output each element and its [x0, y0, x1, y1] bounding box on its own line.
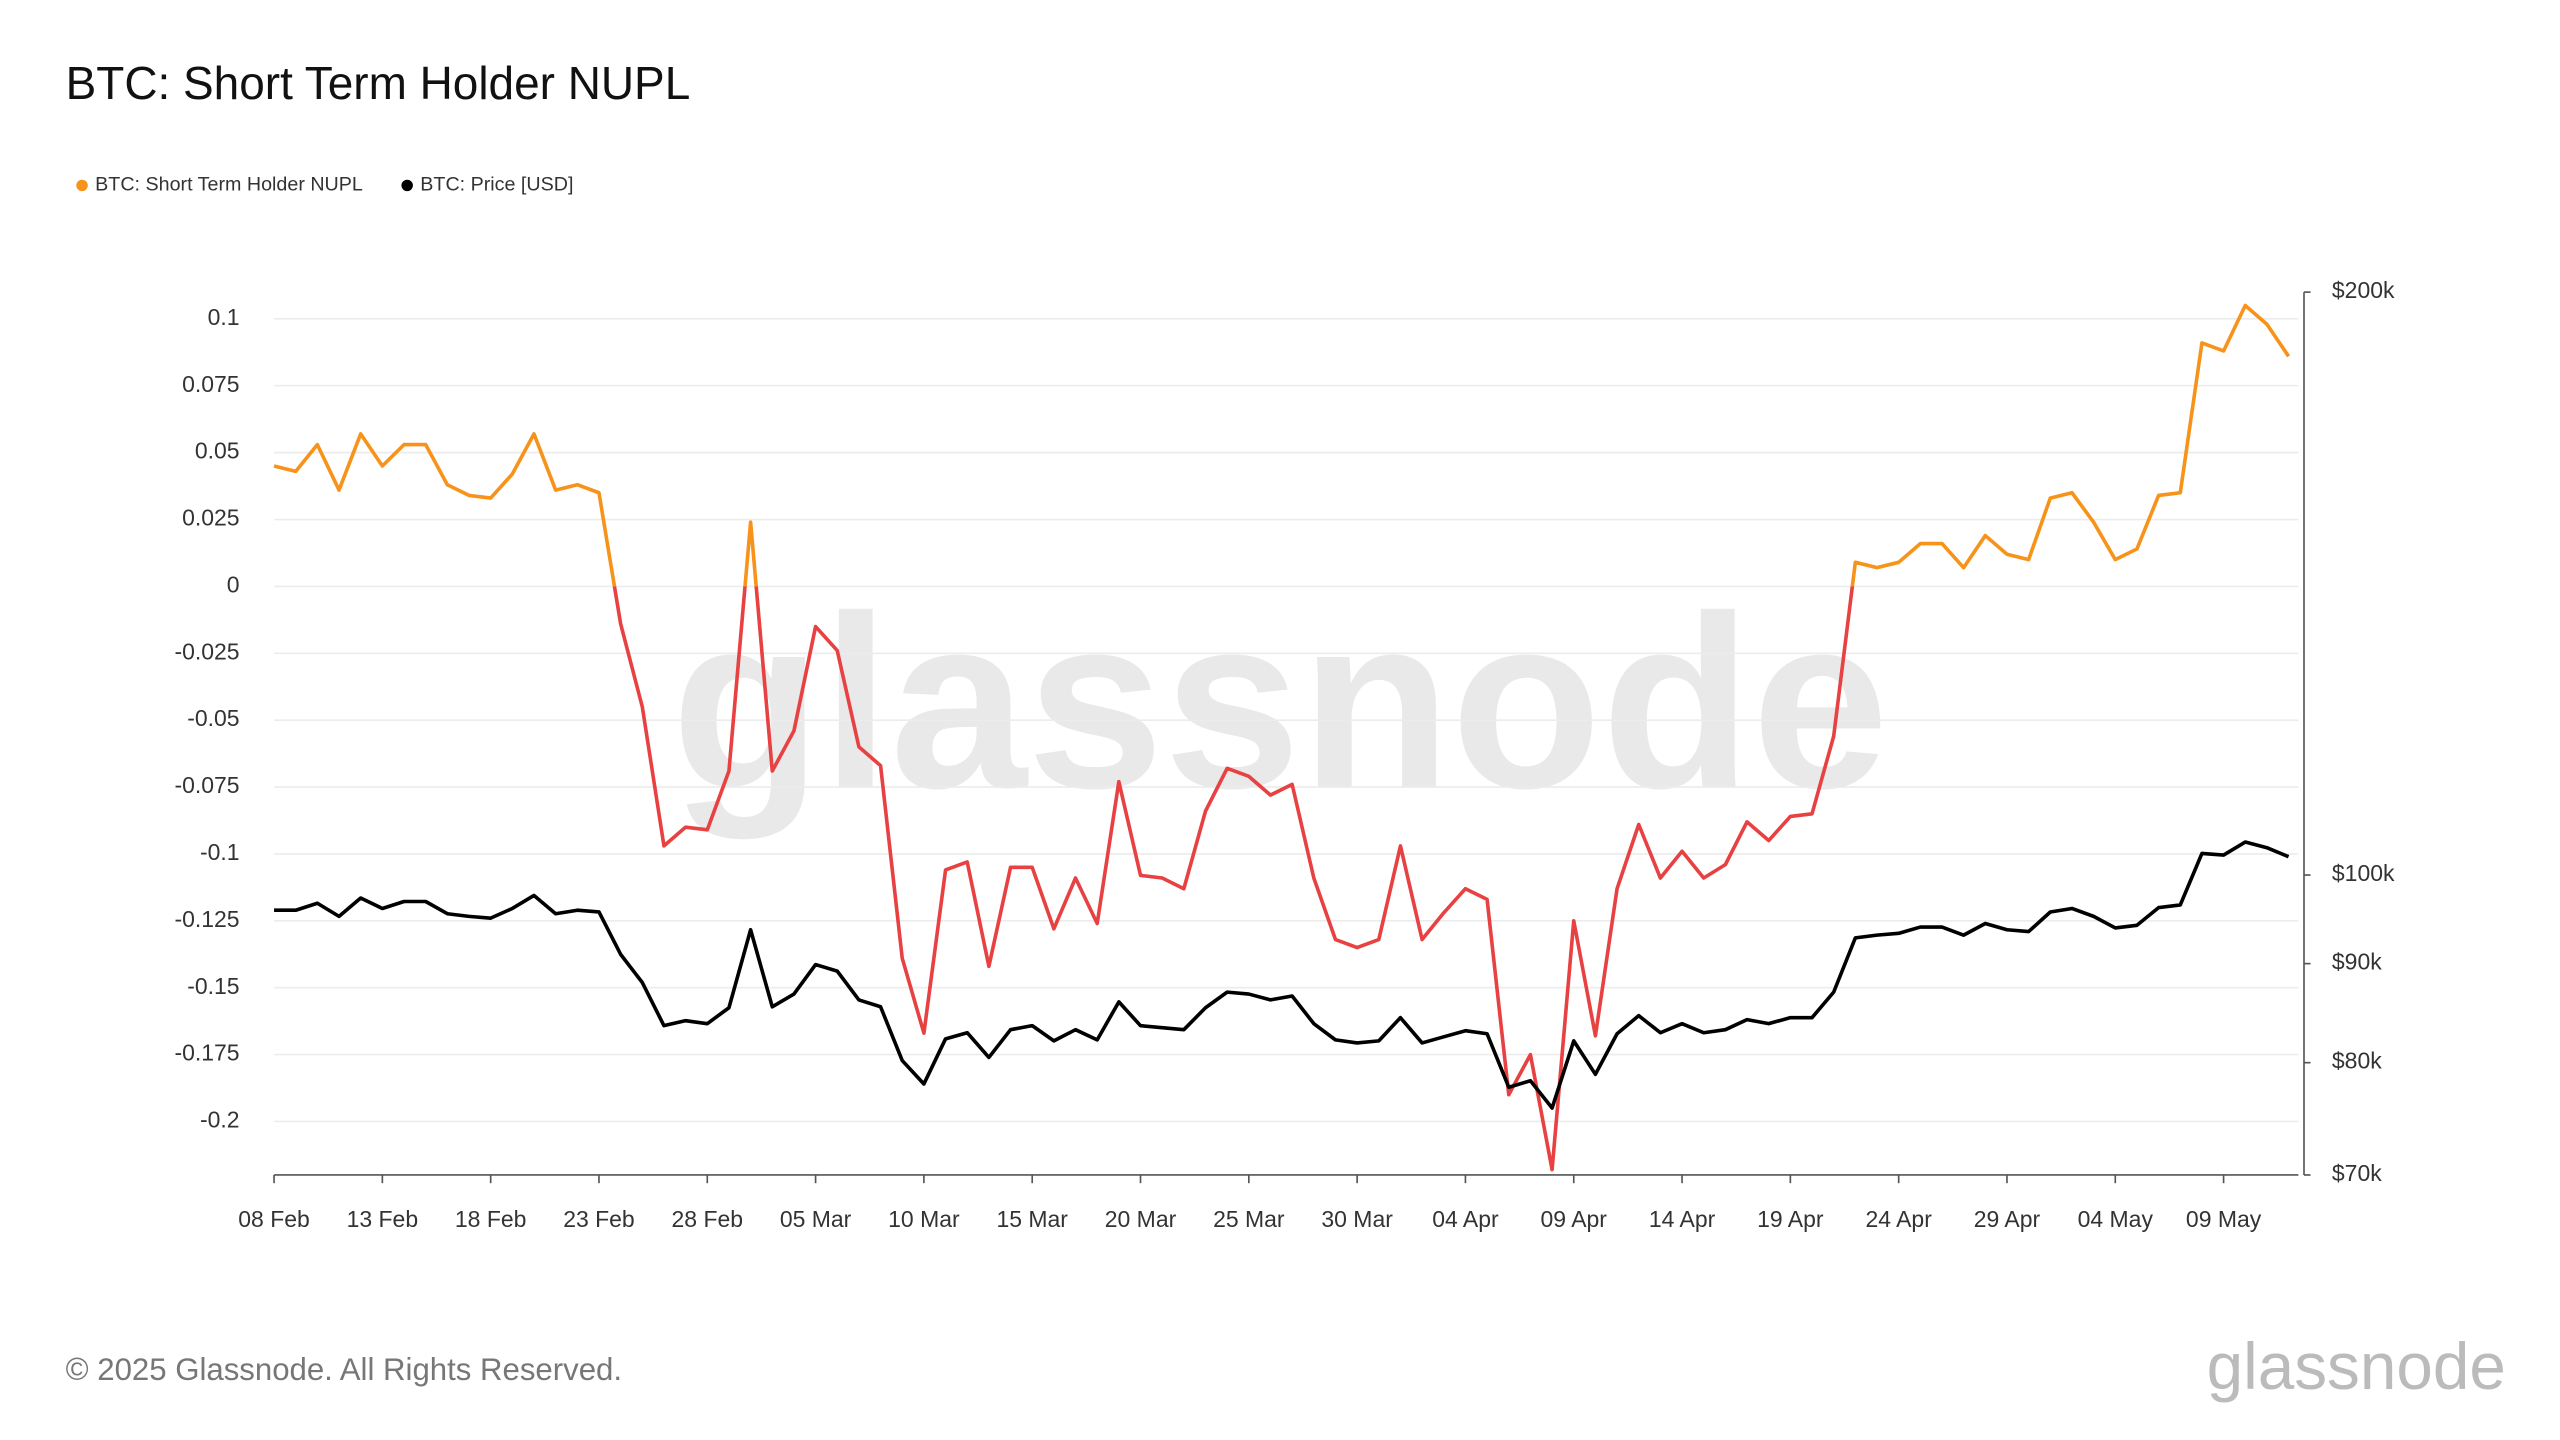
logo: glassnode	[2207, 1330, 2506, 1403]
y-tick-label: -0.05	[187, 705, 239, 731]
y2-tick-label: $90k	[2332, 949, 2382, 975]
legend-label: BTC: Price [USD]	[420, 174, 573, 196]
y2-tick-label: $100k	[2332, 860, 2395, 886]
footer: © 2025 Glassnode. All Rights Reserved.	[66, 1352, 622, 1387]
x-tick-label: 08 Feb	[238, 1206, 310, 1232]
x-tick-label: 14 Apr	[1649, 1206, 1716, 1232]
x-tick-label: 24 Apr	[1865, 1206, 1932, 1232]
y-tick-label: -0.025	[174, 638, 239, 664]
x-tick-label: 15 Mar	[996, 1206, 1068, 1232]
x-tick-label: 25 Mar	[1213, 1206, 1285, 1232]
x-tick-label: 10 Mar	[888, 1206, 960, 1232]
legend-label: BTC: Short Term Holder NUPL	[95, 174, 363, 196]
y-tick-label: -0.075	[174, 772, 239, 798]
y2-tick-label: $200k	[2332, 277, 2395, 303]
y-tick-label: -0.15	[187, 973, 239, 999]
watermark: glassnode	[671, 565, 1888, 840]
y-tick-label: 0.075	[182, 371, 239, 397]
x-tick-label: 23 Feb	[563, 1206, 635, 1232]
y2-tick-label: $80k	[2332, 1048, 2382, 1074]
x-tick-label: 29 Apr	[1974, 1206, 2041, 1232]
x-tick-label: 18 Feb	[455, 1206, 527, 1232]
y-tick-label: 0	[227, 571, 240, 597]
x-tick-label: 04 May	[2078, 1206, 2154, 1232]
y-tick-label: 0.05	[195, 438, 240, 464]
x-tick-label: 30 Mar	[1321, 1206, 1393, 1232]
y-tick-label: 0.025	[182, 505, 239, 531]
x-tick-label: 13 Feb	[347, 1206, 419, 1232]
x-tick-label: 09 May	[2186, 1206, 2262, 1232]
series-line	[273, 303, 2291, 1172]
y-tick-label: -0.175	[174, 1040, 239, 1066]
x-tick-label: 19 Apr	[1757, 1206, 1824, 1232]
y-tick-label: -0.125	[174, 906, 239, 932]
x-tick-label: 20 Mar	[1105, 1206, 1177, 1232]
x-tick-label: 09 Apr	[1541, 1206, 1608, 1232]
series-line	[274, 840, 2290, 1110]
y-tick-label: -0.2	[200, 1107, 240, 1133]
y2-tick-label: $70k	[2332, 1160, 2382, 1186]
x-tick-label: 04 Apr	[1432, 1206, 1499, 1232]
legend-marker	[76, 179, 88, 192]
x-tick-label: 05 Mar	[780, 1206, 852, 1232]
legend-marker	[401, 179, 413, 192]
y-tick-label: -0.1	[200, 839, 240, 865]
y-tick-label: 0.1	[208, 304, 240, 330]
chart-title: BTC: Short Term Holder NUPL	[66, 57, 691, 109]
x-tick-label: 28 Feb	[672, 1206, 744, 1232]
